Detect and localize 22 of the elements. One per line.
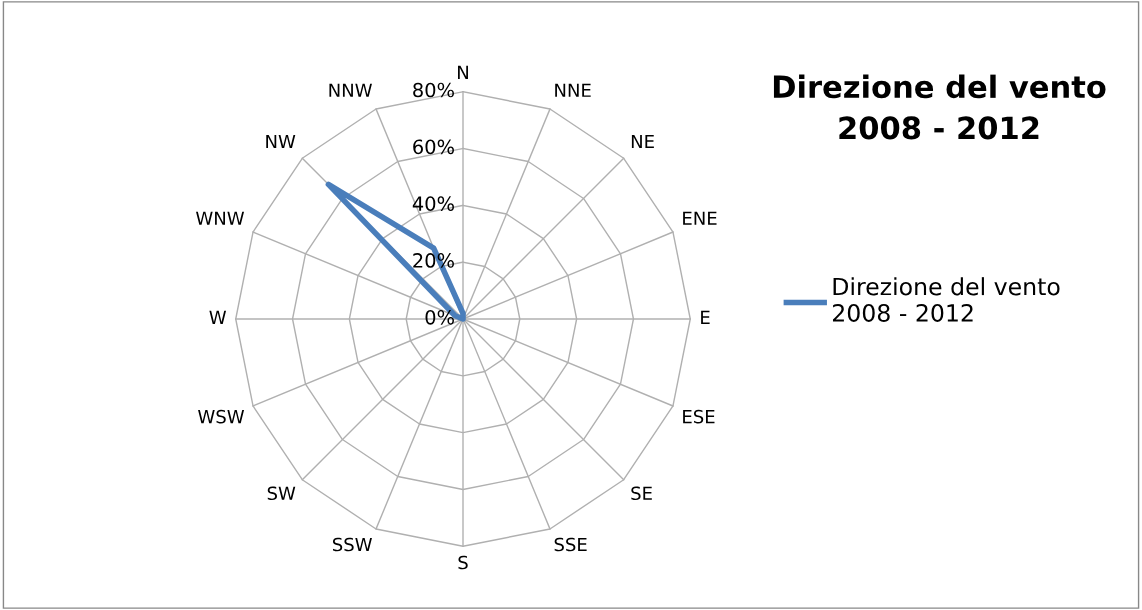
spoke-label: ESE [683,409,715,424]
spoke-label: NW [266,134,296,149]
spoke-label: WNW [196,211,245,225]
spoke-label: NNE [555,83,591,97]
spoke-label: SE [631,486,652,501]
y-tick-label: 80% [413,82,454,98]
spoke-label: N [458,65,468,79]
spoke-label: WSW [198,409,245,424]
spoke-label: NE [631,134,654,149]
spoke-label: NNW [329,83,372,97]
spoke-label: SSE [554,537,587,552]
y-tick-label: 40% [412,196,454,212]
text: Direzione del vento 2008 - 2012 [773,74,1106,140]
spoke-label: W [209,310,227,324]
spoke-label: S [458,555,468,570]
spoke-label: ENE [683,211,717,225]
spoke-label: SSW [332,537,372,552]
spoke-label: E [701,310,710,324]
spoke-label: SW [267,486,296,501]
legend-label: Direzione del vento 2008 - 2012 [832,277,1060,322]
y-tick-label: 60% [413,139,454,155]
y-tick-label: 0% [425,309,454,325]
